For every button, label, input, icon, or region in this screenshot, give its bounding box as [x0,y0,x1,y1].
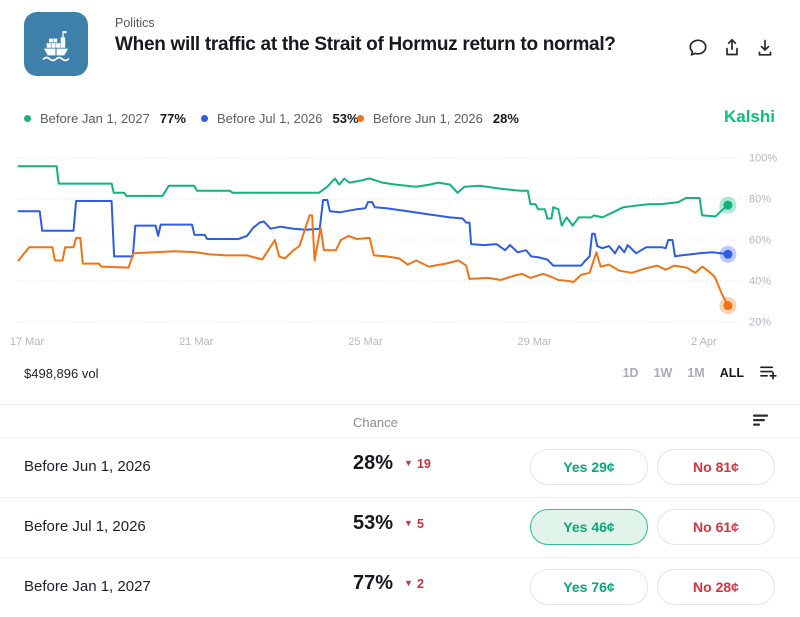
y-axis-label: 40% [749,276,771,288]
delta-value: 19 [416,456,431,471]
range-all[interactable]: ALL [719,365,744,380]
y-axis-label: 60% [749,235,771,247]
yes-button[interactable]: Yes 46¢ [530,509,648,545]
no-button[interactable]: No 28¢ [657,569,775,605]
range-selector: 1D 1W 1M ALL [623,364,778,381]
market-label: Before Jul 1, 2026 [24,518,146,535]
market-row: Before Jan 1, 2027 77% ▼ 2 Yes 76¢ No 28… [0,557,800,617]
legend-label: Before Jun 1, 2026 [373,111,483,126]
chance-delta: ▼ 2 [404,577,424,591]
volume-label: $498,896 vol [24,366,99,381]
divider [0,404,800,405]
comment-button[interactable] [686,36,710,60]
legend-dot-blue [201,115,208,122]
x-axis-label: 21 Mar [179,336,214,348]
chance-value: 28% [353,452,394,474]
range-1m[interactable]: 1M [687,365,705,380]
legend-value: 77% [159,111,186,126]
x-axis-label: 29 Mar [517,336,552,348]
yes-button[interactable]: Yes 76¢ [530,569,648,605]
kalshi-logo: Kalshi [723,107,775,126]
chance-column-header: Chance [353,415,398,430]
price-chart[interactable]: 100% 80% 60% 40% 20% 17 Mar 21 Mar 25 Mar 29 Mar… [0,148,800,355]
market-row: Before Jul 1, 2026 53% ▼ 5 Yes 46¢ No 61… [0,497,800,557]
divider [0,557,800,558]
download-button[interactable] [753,36,777,60]
legend-dot-orange [357,115,364,122]
legend-value: 53% [332,111,359,126]
series-line-2 [17,199,729,267]
chance-value: 53% [353,512,394,534]
divider [0,497,800,498]
chance-cell: 28% ▼ 19 [353,452,431,475]
delta-value: 2 [416,576,424,591]
share-icon [726,38,738,56]
market-label: Before Jun 1, 2026 [24,458,151,475]
range-1d[interactable]: 1D [622,365,639,380]
legend-item: Before Jun 1, 2026 28% [357,111,519,126]
x-axis-label: 17 Mar [10,336,45,348]
y-axis-label: 100% [749,153,777,165]
page-title: When will traffic at the Strait of Hormu… [115,34,616,55]
comment-icon [689,39,707,56]
ship-icon [42,31,70,62]
chance-delta: ▼ 5 [404,517,424,531]
chance-value: 77% [353,572,394,594]
compare-markets-icon[interactable] [759,364,778,381]
range-1w[interactable]: 1W [653,365,673,380]
down-arrow-icon: ▼ [404,578,413,588]
category-label: Politics [115,16,155,30]
chance-cell: 77% ▼ 2 [353,572,424,595]
market-row: Before Jun 1, 2026 28% ▼ 19 Yes 29¢ No 8… [0,437,800,497]
down-arrow-icon: ▼ [404,518,413,528]
legend-label: Before Jan 1, 2027 [40,111,150,126]
y-axis-label: 80% [749,194,771,206]
divider [0,437,800,438]
chance-delta: ▼ 19 [404,457,431,471]
delta-value: 5 [416,516,424,531]
legend-value: 28% [492,111,519,126]
series-line-1 [17,165,729,227]
y-axis-label: 20% [749,317,771,329]
down-arrow-icon: ▼ [404,458,413,468]
current-dot [723,301,733,311]
share-button[interactable] [720,36,744,60]
download-icon [758,39,772,56]
x-axis-label: 2 Apr [691,336,717,348]
x-axis-label: 25 Mar [348,336,383,348]
current-dot [723,200,733,210]
sort-icon [753,414,768,426]
legend-item: Before Jul 1, 2026 53% [201,111,359,126]
legend-dot-green [24,115,31,122]
legend-label: Before Jul 1, 2026 [217,111,323,126]
no-button[interactable]: No 61¢ [657,509,775,545]
chance-cell: 53% ▼ 5 [353,512,424,535]
market-label: Before Jan 1, 2027 [24,578,151,595]
sort-button[interactable] [753,414,770,430]
event-icon [24,12,88,76]
series-line-3 [17,214,729,307]
legend-item: Before Jan 1, 2027 77% [24,111,186,126]
current-dot [723,249,733,259]
no-button[interactable]: No 81¢ [657,449,775,485]
yes-button[interactable]: Yes 29¢ [530,449,648,485]
